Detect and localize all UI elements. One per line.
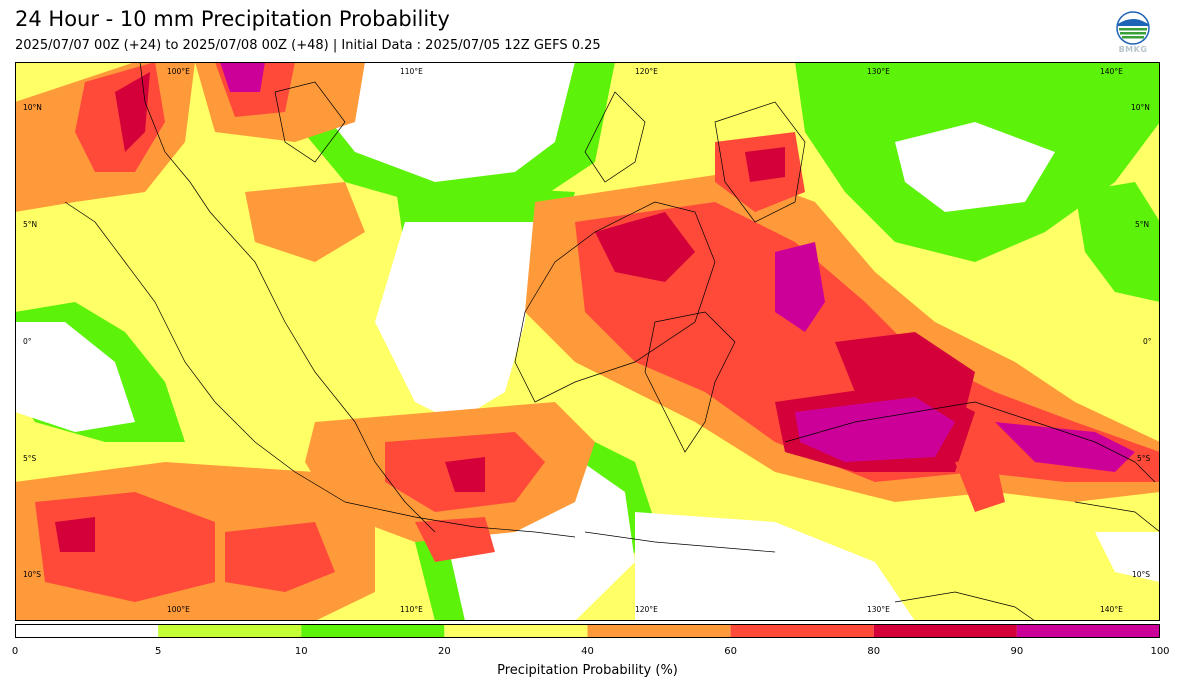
precipitation-map: 100°E 110°E 120°E 130°E 140°E 100°E 110°… [15, 62, 1160, 621]
lon-label-top: 130°E [867, 67, 890, 76]
high-probability-cores [15, 62, 1160, 621]
colorbar-tick-label: 80 [867, 646, 881, 657]
bmkg-logo-icon [1116, 11, 1150, 45]
colorbar-tick-label: 60 [724, 646, 737, 657]
map-subtitle: 2025/07/07 00Z (+24) to 2025/07/08 00Z (… [15, 38, 601, 53]
lon-label-bottom: 140°E [1100, 605, 1123, 614]
bmkg-logo: BMKG [1114, 10, 1152, 56]
lat-label-left: 0° [23, 337, 32, 346]
lon-label-bottom: 120°E [635, 605, 658, 614]
lon-label-bottom: 110°E [400, 605, 423, 614]
grid-labels: 100°E 110°E 120°E 130°E 140°E 100°E 110°… [23, 67, 1152, 614]
colorbar-tick-label: 5 [154, 646, 162, 657]
colorbar-tick-label: 10 [294, 646, 308, 657]
colorbar-bin [730, 624, 874, 638]
colorbar-bin [587, 624, 731, 638]
lon-label-bottom: 100°E [167, 605, 190, 614]
lat-label-left: 5°S [23, 454, 37, 463]
colorbar-bin [158, 624, 302, 638]
lat-label-right: 5°N [1135, 220, 1149, 229]
colorbar-bin [1016, 624, 1160, 638]
lon-label-top: 100°E [167, 67, 190, 76]
lat-label-right: 5°S [1137, 454, 1151, 463]
colorbar-tick-label: 20 [438, 646, 451, 657]
lon-label-top: 140°E [1100, 67, 1123, 76]
colorbar [15, 624, 1160, 638]
colorbar-bin [15, 624, 159, 638]
lon-label-top: 110°E [400, 67, 423, 76]
colorbar-bin [444, 624, 588, 638]
map-title: 24 Hour - 10 mm Precipitation Probabilit… [15, 7, 450, 31]
lat-label-right: 10°N [1131, 103, 1150, 112]
lat-label-left: 10°N [23, 103, 42, 112]
colorbar-label: Precipitation Probability (%) [497, 663, 678, 678]
map-frame [15, 62, 1160, 621]
lon-label-top: 120°E [635, 67, 658, 76]
lat-label-left: 5°N [23, 220, 37, 229]
logo-text: BMKG [1118, 45, 1148, 54]
coastlines [64, 62, 1160, 621]
lon-label-bottom: 130°E [867, 605, 890, 614]
colorbar-bin [873, 624, 1017, 638]
lat-label-right: 0° [1143, 337, 1152, 346]
colorbar-frame [15, 624, 1160, 638]
colorbar-tick-label: 40 [581, 646, 594, 657]
lat-label-right: 10°S [1132, 570, 1150, 579]
colorbar-tick-label: 100 [1150, 646, 1170, 657]
colorbar-tick-label: 90 [1010, 646, 1024, 657]
colorbar-bin [301, 624, 445, 638]
colorbar-tick-label: 0 [11, 646, 19, 657]
lat-label-left: 10°S [23, 570, 41, 579]
